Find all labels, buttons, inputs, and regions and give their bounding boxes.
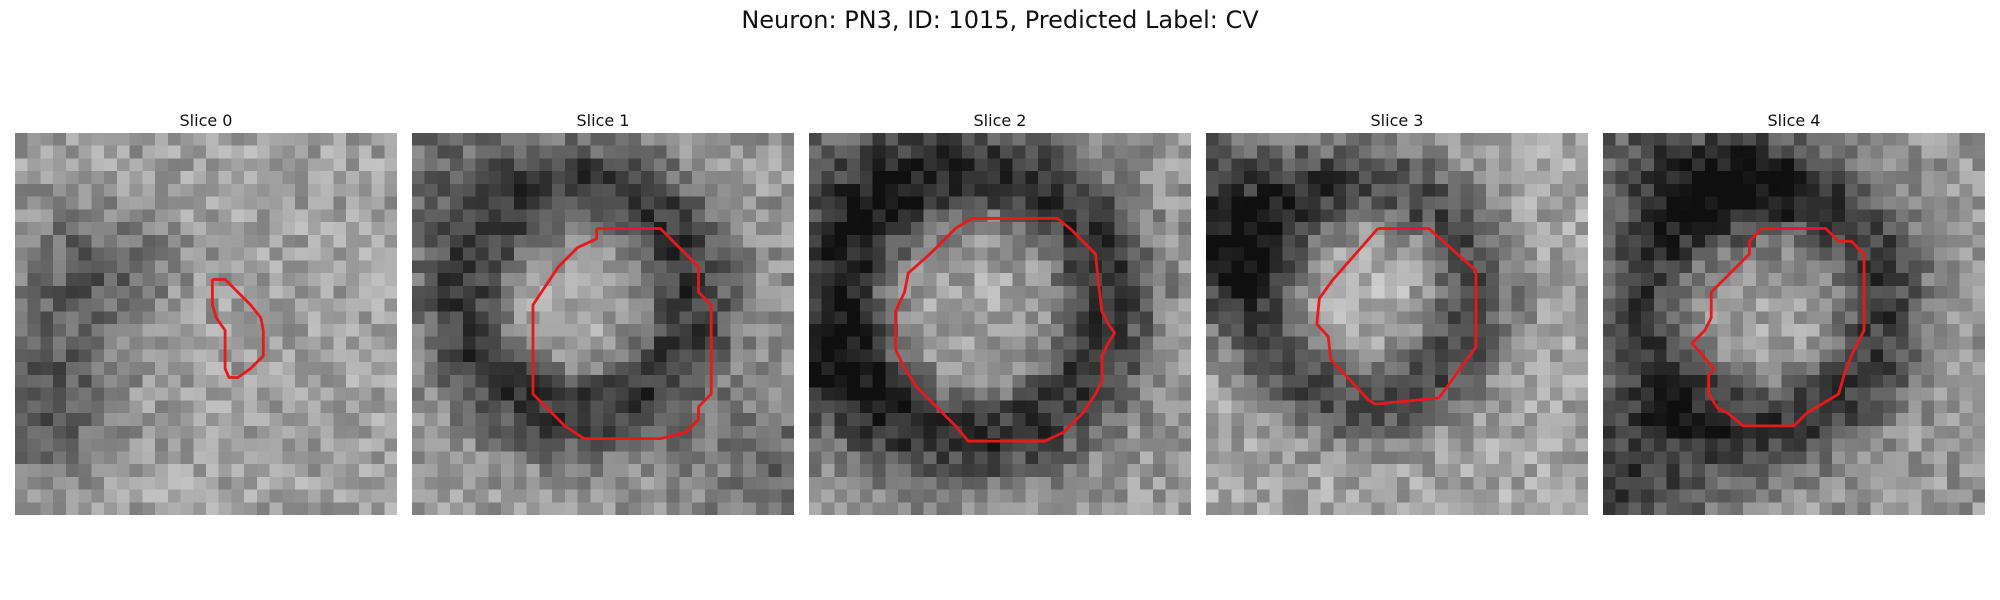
slice-image-1 (412, 133, 794, 515)
slice-title-1: Slice 1 (576, 111, 630, 130)
slice-image-0 (15, 133, 397, 515)
segmentation-contour (531, 227, 713, 441)
slice-title-2: Slice 2 (973, 111, 1027, 130)
slice-image-4 (1603, 133, 1985, 515)
figure-title: Neuron: PN3, ID: 1015, Predicted Label: … (741, 6, 1259, 34)
slice-image-3 (1206, 133, 1588, 515)
segmentation-contour (1315, 227, 1478, 406)
slice-title-4: Slice 4 (1767, 111, 1821, 130)
slice-panel-1: Slice 1 (412, 109, 794, 515)
slice-image-2 (809, 133, 1191, 515)
slice-panel-0: Slice 0 (15, 109, 397, 515)
segmentation-contour (1690, 227, 1866, 428)
segmentation-contour (210, 278, 265, 379)
slice-panel-4: Slice 4 (1603, 109, 1985, 515)
slice-panel-3: Slice 3 (1206, 109, 1588, 515)
slice-title-3: Slice 3 (1370, 111, 1424, 130)
slice-title-0: Slice 0 (179, 111, 233, 130)
segmentation-contour (894, 216, 1117, 443)
slice-panel-2: Slice 2 (809, 109, 1191, 515)
